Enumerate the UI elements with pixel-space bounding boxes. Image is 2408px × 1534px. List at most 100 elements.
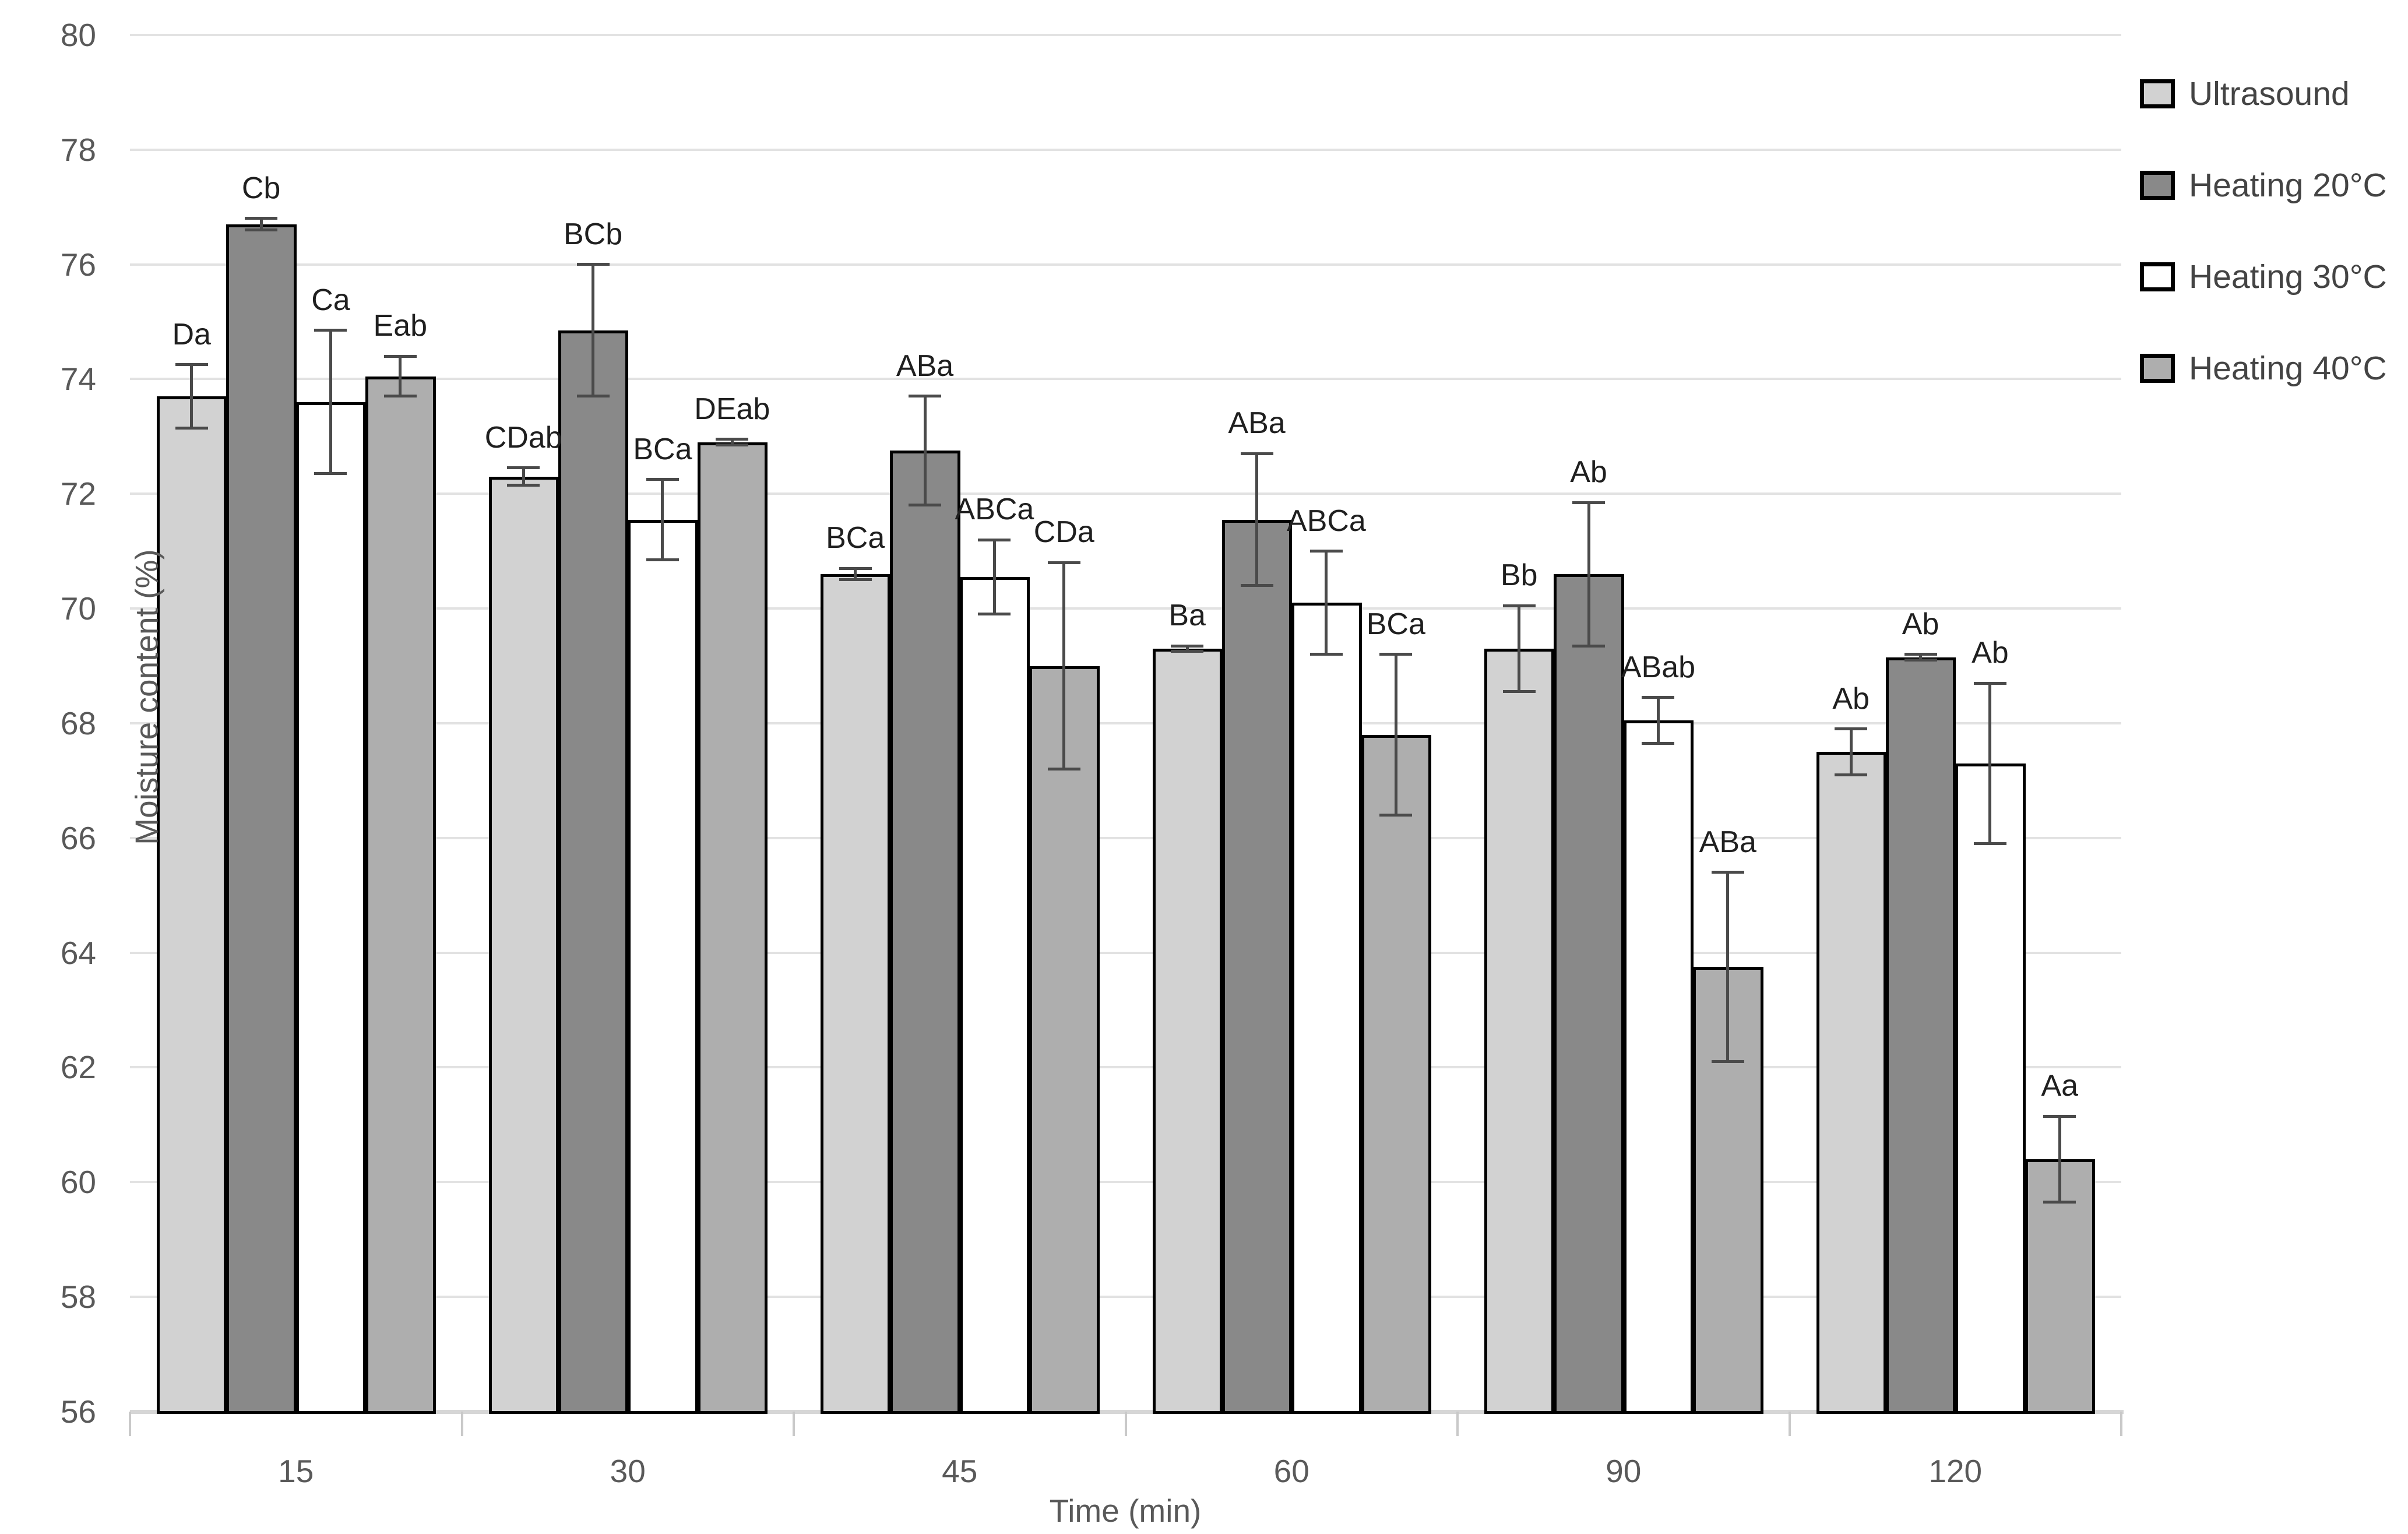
error-bar bbox=[1255, 453, 1259, 586]
error-bar-cap-bottom bbox=[646, 558, 679, 561]
significance-label: BCb bbox=[563, 217, 623, 251]
error-bar bbox=[329, 330, 332, 474]
significance-label: ABa bbox=[1699, 825, 1756, 859]
significance-label: Da bbox=[172, 317, 211, 351]
bar-heating-20-c-45min bbox=[890, 451, 960, 1414]
error-bar-cap-top bbox=[1973, 681, 2006, 685]
legend-item-heating-20-c: Heating 20°C bbox=[2140, 139, 2387, 231]
error-bar bbox=[854, 568, 857, 580]
error-bar-cap-bottom bbox=[909, 504, 942, 507]
significance-label: Ab bbox=[1972, 636, 2009, 670]
error-bar-cap-bottom bbox=[576, 395, 610, 398]
error-bar bbox=[399, 356, 402, 396]
bar-heating-30-c-120min bbox=[1955, 763, 2026, 1414]
error-bar-cap-top bbox=[978, 538, 1011, 541]
error-bar-cap-top bbox=[576, 263, 610, 266]
bar-heating-20-c-30min bbox=[558, 330, 629, 1414]
error-bar-cap-bottom bbox=[1502, 690, 1536, 694]
significance-label: ABa bbox=[1228, 406, 1286, 441]
error-bar bbox=[661, 479, 664, 560]
legend-label: Heating 30°C bbox=[2189, 258, 2387, 295]
error-bar-cap-top bbox=[1502, 604, 1536, 607]
error-bar-cap-top bbox=[1379, 653, 1413, 656]
error-bar-cap-top bbox=[1309, 550, 1343, 553]
error-bar bbox=[2058, 1116, 2061, 1202]
bar-heating-40-c-30min bbox=[697, 442, 768, 1414]
error-bar bbox=[1988, 683, 1992, 844]
y-tick-label: 66 bbox=[60, 819, 96, 856]
error-bar-cap-top bbox=[314, 329, 347, 332]
bar-heating-30-c-15min bbox=[295, 402, 367, 1414]
error-bar-cap-top bbox=[383, 354, 417, 358]
y-tick-label: 74 bbox=[60, 361, 96, 397]
significance-label: Cb bbox=[241, 171, 281, 205]
error-bar-cap-bottom bbox=[1309, 653, 1343, 656]
error-bar-cap-top bbox=[175, 363, 208, 367]
error-bar-cap-bottom bbox=[1572, 644, 1606, 648]
error-bar-cap-top bbox=[646, 478, 679, 481]
x-tick-label: 30 bbox=[610, 1453, 646, 1489]
y-tick-label: 62 bbox=[60, 1049, 96, 1086]
error-bar-cap-bottom bbox=[1240, 584, 1273, 587]
error-bar-cap-bottom bbox=[839, 578, 872, 582]
significance-label: CDab bbox=[484, 420, 562, 455]
significance-label: ABa bbox=[896, 349, 954, 383]
error-bar bbox=[730, 439, 734, 445]
error-bar-cap-top bbox=[1047, 561, 1080, 564]
legend-swatch-icon bbox=[2140, 170, 2175, 200]
bar-ultrasound-15min bbox=[157, 396, 227, 1414]
bar-heating-20-c-15min bbox=[226, 224, 297, 1414]
error-bar-cap-bottom bbox=[1835, 773, 1868, 777]
gridline bbox=[130, 607, 2121, 610]
y-tick-label: 58 bbox=[60, 1279, 96, 1315]
legend: Ultrasound Heating 20°C Heating 30°C Heatin… bbox=[2140, 48, 2387, 414]
significance-label: Ab bbox=[1902, 607, 1939, 641]
bar-heating-30-c-30min bbox=[628, 519, 698, 1414]
legend-swatch-icon bbox=[2140, 353, 2175, 383]
y-tick-label: 72 bbox=[60, 476, 96, 512]
significance-label: ABCa bbox=[1287, 504, 1366, 538]
error-bar-cap-bottom bbox=[507, 484, 540, 487]
error-bar-cap-top bbox=[1572, 501, 1606, 504]
x-axis-tick bbox=[1456, 1412, 1459, 1436]
legend-label: Heating 40°C bbox=[2189, 349, 2387, 387]
bar-heating-40-c-60min bbox=[1361, 734, 1431, 1414]
error-bar-cap-bottom bbox=[978, 613, 1011, 616]
significance-label: Aa bbox=[2041, 1069, 2079, 1103]
x-tick-label: 120 bbox=[1928, 1453, 1983, 1489]
gridline bbox=[130, 1066, 2121, 1069]
error-bar-cap-bottom bbox=[314, 472, 347, 476]
significance-label: ABab bbox=[1621, 650, 1696, 684]
error-bar bbox=[1656, 697, 1660, 744]
significance-label: BCa bbox=[826, 521, 885, 555]
gridline bbox=[130, 836, 2121, 839]
x-tick-label: 15 bbox=[278, 1453, 314, 1489]
significance-label: DEab bbox=[694, 392, 770, 426]
error-bar-cap-top bbox=[909, 395, 942, 398]
legend-item-heating-30-c: Heating 30°C bbox=[2140, 231, 2387, 322]
y-tick-label: 70 bbox=[60, 590, 96, 627]
error-bar-cap-bottom bbox=[245, 228, 278, 232]
bar-heating-20-c-60min bbox=[1221, 519, 1293, 1414]
legend-swatch-icon bbox=[2140, 262, 2175, 291]
bar-heating-30-c-45min bbox=[959, 576, 1030, 1414]
error-bar bbox=[1518, 606, 1521, 692]
error-bar bbox=[1185, 646, 1189, 652]
error-bar-cap-bottom bbox=[1973, 842, 2006, 846]
error-bar-cap-top bbox=[1711, 871, 1744, 874]
error-bar-cap-top bbox=[1904, 653, 1937, 656]
error-bar-cap-bottom bbox=[716, 444, 749, 447]
y-tick-label: 78 bbox=[60, 131, 96, 168]
error-bar-cap-bottom bbox=[2043, 1201, 2076, 1204]
error-bar bbox=[1062, 562, 1066, 769]
x-tick-label: 60 bbox=[1273, 1453, 1309, 1489]
gridline bbox=[130, 951, 2121, 954]
error-bar-cap-bottom bbox=[1171, 650, 1204, 653]
legend-item-heating-40-c: Heating 40°C bbox=[2140, 322, 2387, 414]
error-bar-cap-top bbox=[1171, 644, 1204, 648]
error-bar-cap-bottom bbox=[1711, 1060, 1744, 1064]
error-bar bbox=[1849, 729, 1853, 775]
x-tick-label: 45 bbox=[942, 1453, 978, 1489]
error-bar-cap-top bbox=[245, 217, 278, 220]
